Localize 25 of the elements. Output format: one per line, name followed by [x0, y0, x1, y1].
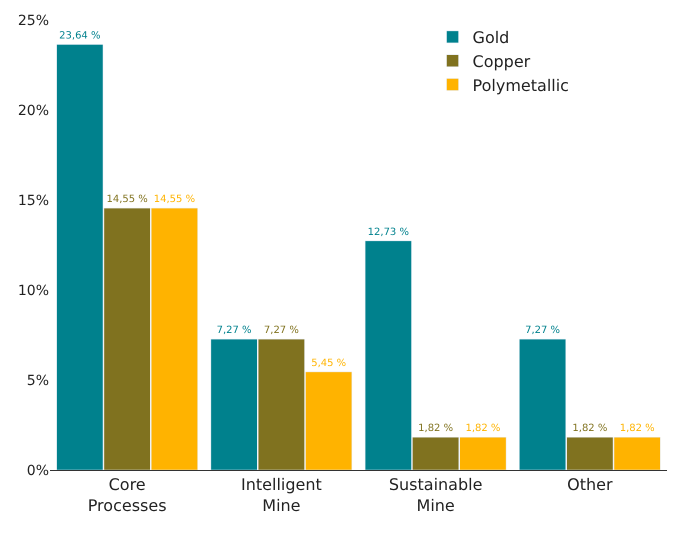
- data-label: 7,27 %: [216, 325, 252, 336]
- data-label: 1,82 %: [465, 423, 500, 434]
- data-label: 7,27 %: [525, 325, 560, 336]
- y-tick-label: 0%: [26, 462, 49, 479]
- x-tick-label: Sustainable Mine: [388, 475, 482, 515]
- legend-label: Copper: [472, 52, 531, 71]
- data-label: 1,82 %: [572, 423, 608, 434]
- y-tick-label: 20%: [18, 102, 49, 119]
- data-label: 14,55 %: [106, 194, 148, 206]
- data-label: 5,45 %: [311, 358, 346, 369]
- y-tick-label: 5%: [26, 372, 49, 389]
- x-tick-label: Core Processes: [88, 475, 167, 515]
- data-label: 14,55 %: [154, 194, 196, 206]
- data-label: 12,73 %: [368, 226, 409, 238]
- x-tick-label: Other: [567, 475, 614, 494]
- data-label: 7,27 %: [264, 325, 299, 336]
- legend-label: Gold: [472, 28, 510, 48]
- data-label: 23,64 %: [59, 30, 100, 42]
- data-label: 1,82 %: [620, 423, 655, 434]
- legend-label: Polymetallic: [472, 76, 569, 95]
- y-tick-label: 10%: [18, 282, 49, 299]
- data-label: 1,82 %: [418, 423, 454, 434]
- x-tick-label: Intelligent Mine: [241, 475, 322, 515]
- y-tick-label: 15%: [18, 192, 49, 209]
- y-tick-label: 25%: [18, 12, 49, 29]
